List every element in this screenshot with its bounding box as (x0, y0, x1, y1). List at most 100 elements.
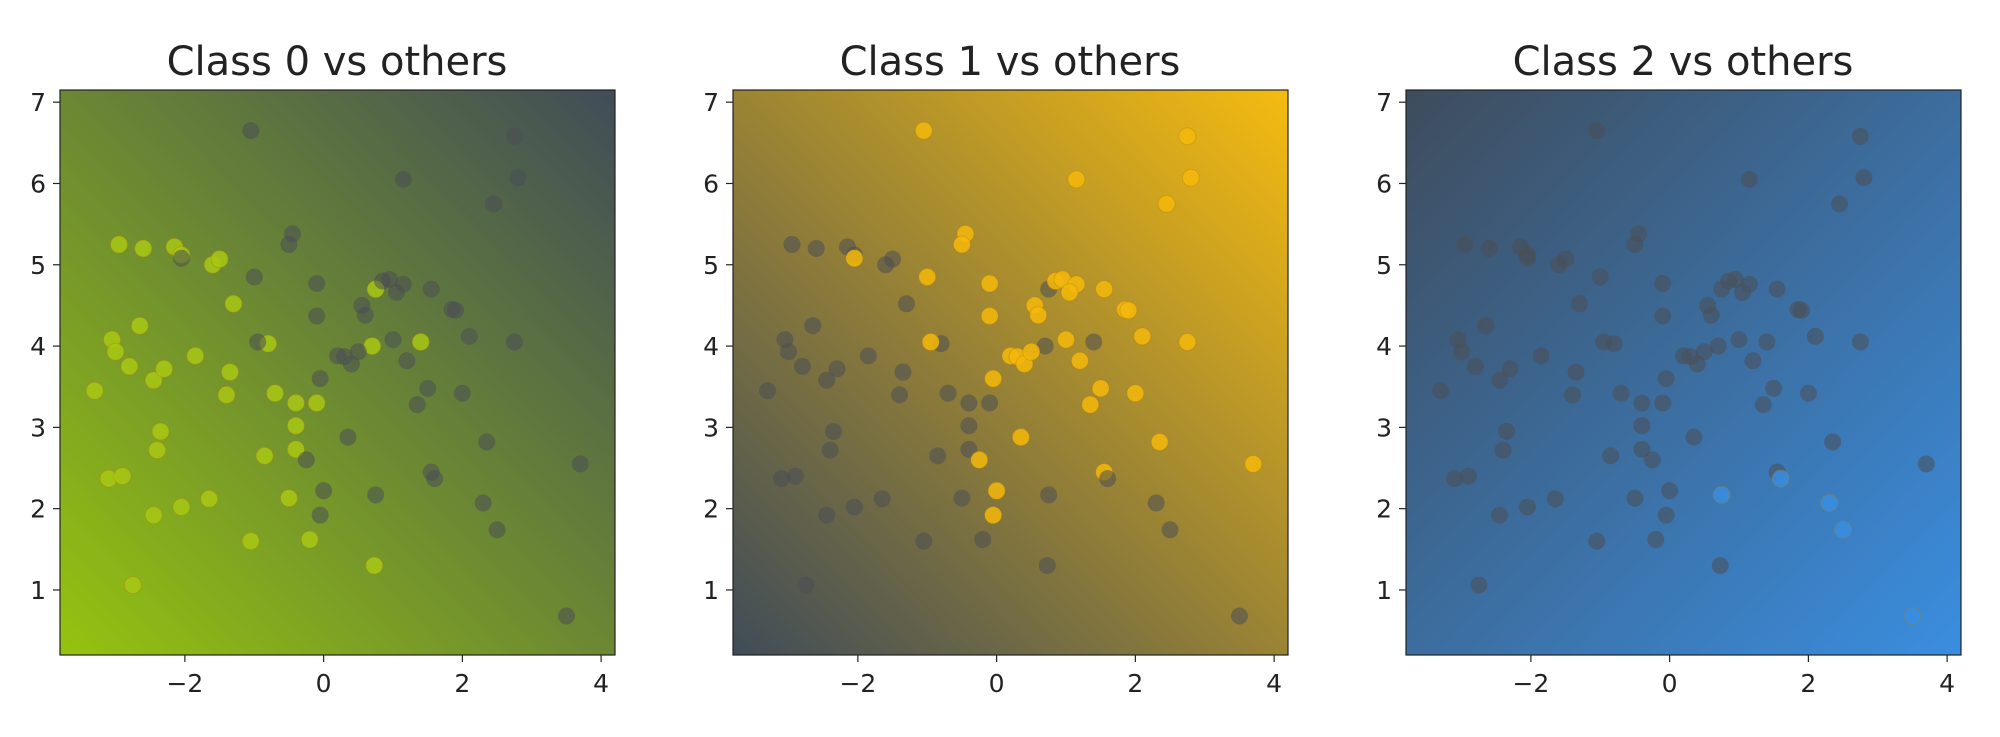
point-other (315, 482, 333, 500)
y-tick-label: 7 (1376, 88, 1392, 117)
point-highlighted (200, 489, 219, 508)
point-highlighted (134, 239, 153, 258)
point-other (398, 352, 416, 370)
point-other (172, 249, 190, 267)
point-other (1494, 441, 1512, 459)
point-highlighted (1126, 384, 1145, 403)
point-highlighted (1091, 379, 1110, 398)
point-other (1453, 343, 1470, 361)
point-other (1758, 333, 1776, 351)
point-other (1654, 307, 1672, 325)
point-other (821, 441, 839, 459)
point-other (485, 195, 503, 213)
y-tick-label: 1 (30, 576, 46, 605)
point-other (818, 506, 836, 524)
point-other (1491, 506, 1509, 524)
y-tick-label: 3 (30, 413, 46, 442)
y-tick-label: 6 (30, 169, 46, 198)
subplot-title: Class 0 vs others (167, 39, 508, 85)
point-other (367, 486, 385, 504)
point-other (571, 455, 589, 473)
point-other (394, 170, 412, 188)
point-highlighted (1712, 485, 1731, 504)
point-other (1498, 422, 1516, 440)
x-tick-label: 2 (1800, 669, 1816, 698)
point-other (1702, 306, 1720, 324)
y-tick-label: 3 (703, 413, 719, 442)
point-other (419, 379, 437, 397)
point-other (297, 451, 315, 469)
point-other (1456, 235, 1474, 253)
point-other (825, 422, 843, 440)
x-tick-label: 0 (1662, 669, 1678, 698)
point-other (1661, 482, 1679, 500)
point-other (929, 447, 947, 465)
point-other (242, 122, 260, 140)
point-highlighted (921, 333, 940, 352)
y-tick-label: 7 (30, 88, 46, 117)
point-highlighted (106, 342, 125, 361)
point-other (818, 371, 836, 389)
point-other (939, 384, 957, 402)
y-tick-label: 7 (703, 88, 719, 117)
point-other (408, 396, 426, 414)
point-other (1792, 301, 1810, 319)
point-other (245, 268, 263, 286)
point-highlighted (210, 250, 229, 269)
y-tick-label: 4 (30, 332, 46, 361)
y-tick-label: 5 (703, 251, 719, 280)
point-other (1851, 333, 1869, 351)
point-other (381, 270, 399, 288)
point-other (1038, 557, 1056, 575)
point-other (897, 295, 915, 313)
point-highlighted (151, 422, 170, 441)
point-other (1564, 386, 1581, 404)
point-highlighted (1119, 301, 1138, 320)
point-highlighted (1834, 520, 1853, 539)
point-highlighted (120, 357, 139, 376)
point-other (1727, 270, 1745, 288)
point-other (873, 490, 891, 508)
decision-surface (733, 90, 1288, 655)
y-tick-label: 2 (30, 495, 46, 524)
x-tick-label: 0 (316, 669, 332, 698)
point-other (453, 384, 471, 402)
point-highlighted (918, 267, 937, 286)
point-other (1695, 343, 1713, 361)
x-tick-label: −2 (166, 669, 203, 698)
axes-frame (1405, 89, 1962, 656)
point-highlighted (1133, 327, 1152, 346)
point-other (828, 360, 846, 378)
point-highlighted (109, 235, 128, 254)
point-highlighted (144, 506, 163, 525)
point-highlighted (1067, 170, 1086, 189)
subplot-class-2: Class 2 vs others −2 0 2 4 1 2 3 4 5 6 7 (1376, 39, 1962, 698)
point-other (1036, 337, 1054, 355)
point-other (426, 470, 444, 488)
x-tick-label: 2 (454, 669, 470, 698)
point-other (249, 333, 267, 351)
point-highlighted (365, 556, 384, 575)
point-highlighted (411, 333, 430, 352)
subplot-class-1: Class 1 vs others −2 0 2 4 1 2 3 4 5 6 7 (703, 39, 1289, 698)
point-other (1491, 371, 1509, 389)
point-other (280, 235, 298, 253)
point-other (1657, 370, 1675, 388)
point-other (1657, 506, 1675, 524)
point-highlighted (1022, 342, 1041, 361)
point-other (1768, 280, 1786, 298)
point-other (1633, 440, 1651, 458)
point-other (1459, 467, 1477, 485)
point-other (974, 531, 992, 549)
point-other (1040, 486, 1058, 504)
point-other (308, 307, 326, 325)
point-highlighted (85, 381, 104, 400)
point-highlighted (286, 440, 305, 459)
point-other (422, 280, 440, 298)
point-other (780, 343, 797, 361)
point-highlighted (224, 294, 243, 313)
point-highlighted (186, 346, 205, 365)
point-other (1602, 447, 1620, 465)
point-highlighted (255, 446, 274, 465)
point-other (1654, 274, 1672, 292)
